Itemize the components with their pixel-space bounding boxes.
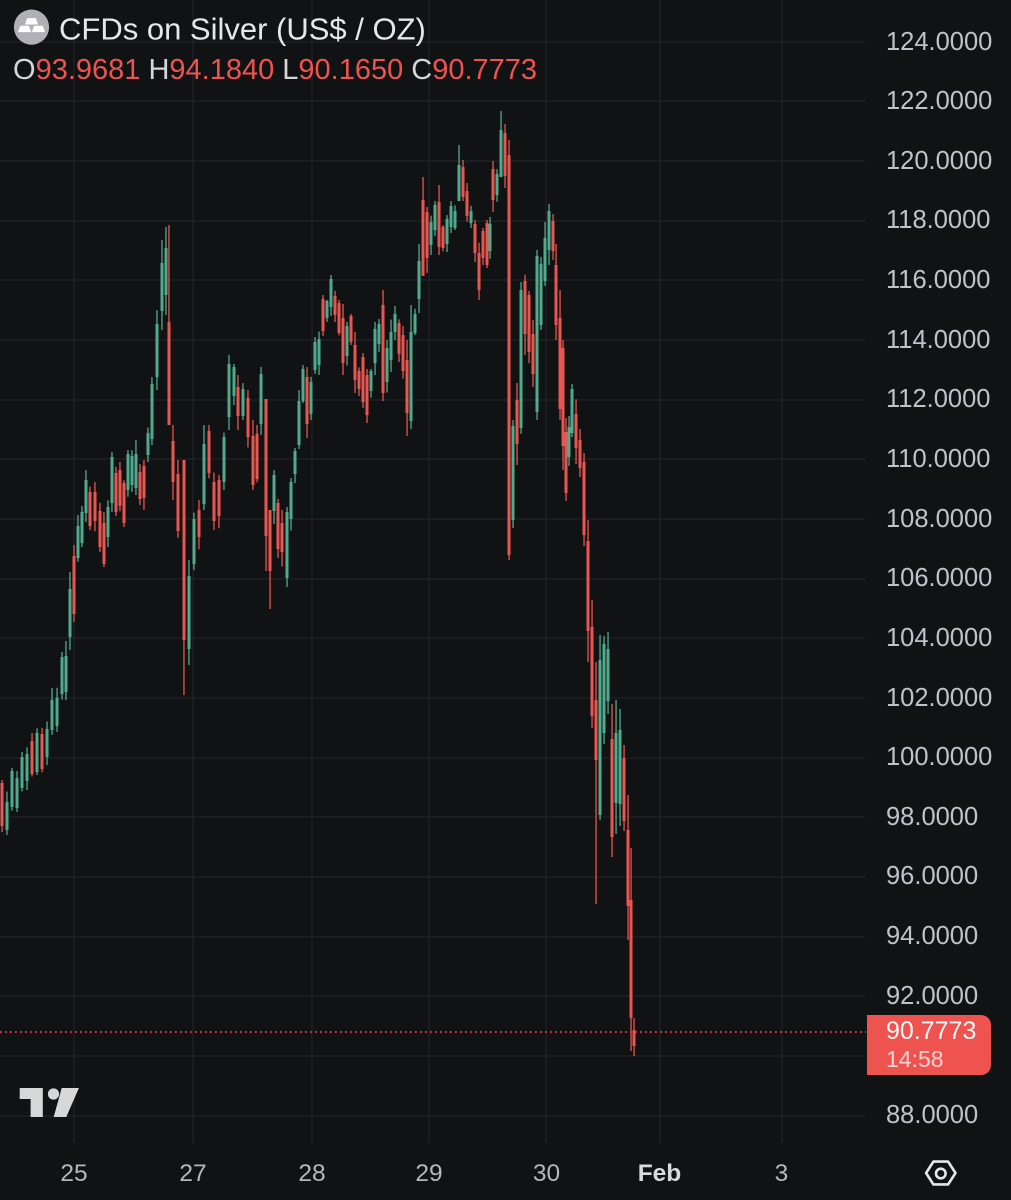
svg-text:112.0000: 112.0000 [886, 385, 990, 413]
svg-text:106.0000: 106.0000 [886, 564, 992, 592]
svg-text:25: 25 [60, 1160, 87, 1187]
svg-text:102.0000: 102.0000 [886, 684, 992, 712]
svg-text:30: 30 [533, 1160, 560, 1187]
svg-text:122.0000: 122.0000 [886, 87, 992, 115]
svg-text:124.0000: 124.0000 [886, 28, 992, 56]
svg-text:118.0000: 118.0000 [886, 206, 990, 234]
svg-text:108.0000: 108.0000 [886, 505, 992, 533]
svg-text:104.0000: 104.0000 [886, 624, 992, 652]
svg-text:92.0000: 92.0000 [886, 982, 978, 1010]
svg-text:88.0000: 88.0000 [886, 1101, 978, 1129]
svg-text:29: 29 [415, 1160, 442, 1187]
svg-text:114.0000: 114.0000 [886, 326, 990, 354]
svg-text:28: 28 [298, 1160, 325, 1187]
svg-text:O93.9681 H94.1840 L90.1650 C90: O93.9681 H94.1840 L90.1650 C90.7773 [13, 54, 537, 86]
svg-text:96.0000: 96.0000 [886, 862, 978, 890]
svg-text:Feb: Feb [638, 1160, 682, 1187]
svg-text:27: 27 [179, 1160, 206, 1187]
svg-text:94.0000: 94.0000 [886, 922, 978, 950]
svg-text:120.0000: 120.0000 [886, 147, 992, 175]
svg-text:110.0000: 110.0000 [886, 445, 990, 473]
svg-text:14:58: 14:58 [886, 1046, 944, 1072]
svg-text:98.0000: 98.0000 [886, 803, 978, 831]
svg-text:3: 3 [775, 1160, 789, 1187]
svg-text:CFDs on Silver (US$ / OZ): CFDs on Silver (US$ / OZ) [59, 12, 426, 47]
svg-text:90.7773: 90.7773 [886, 1017, 976, 1045]
svg-text:116.0000: 116.0000 [886, 266, 990, 294]
svg-text:100.0000: 100.0000 [886, 743, 992, 771]
